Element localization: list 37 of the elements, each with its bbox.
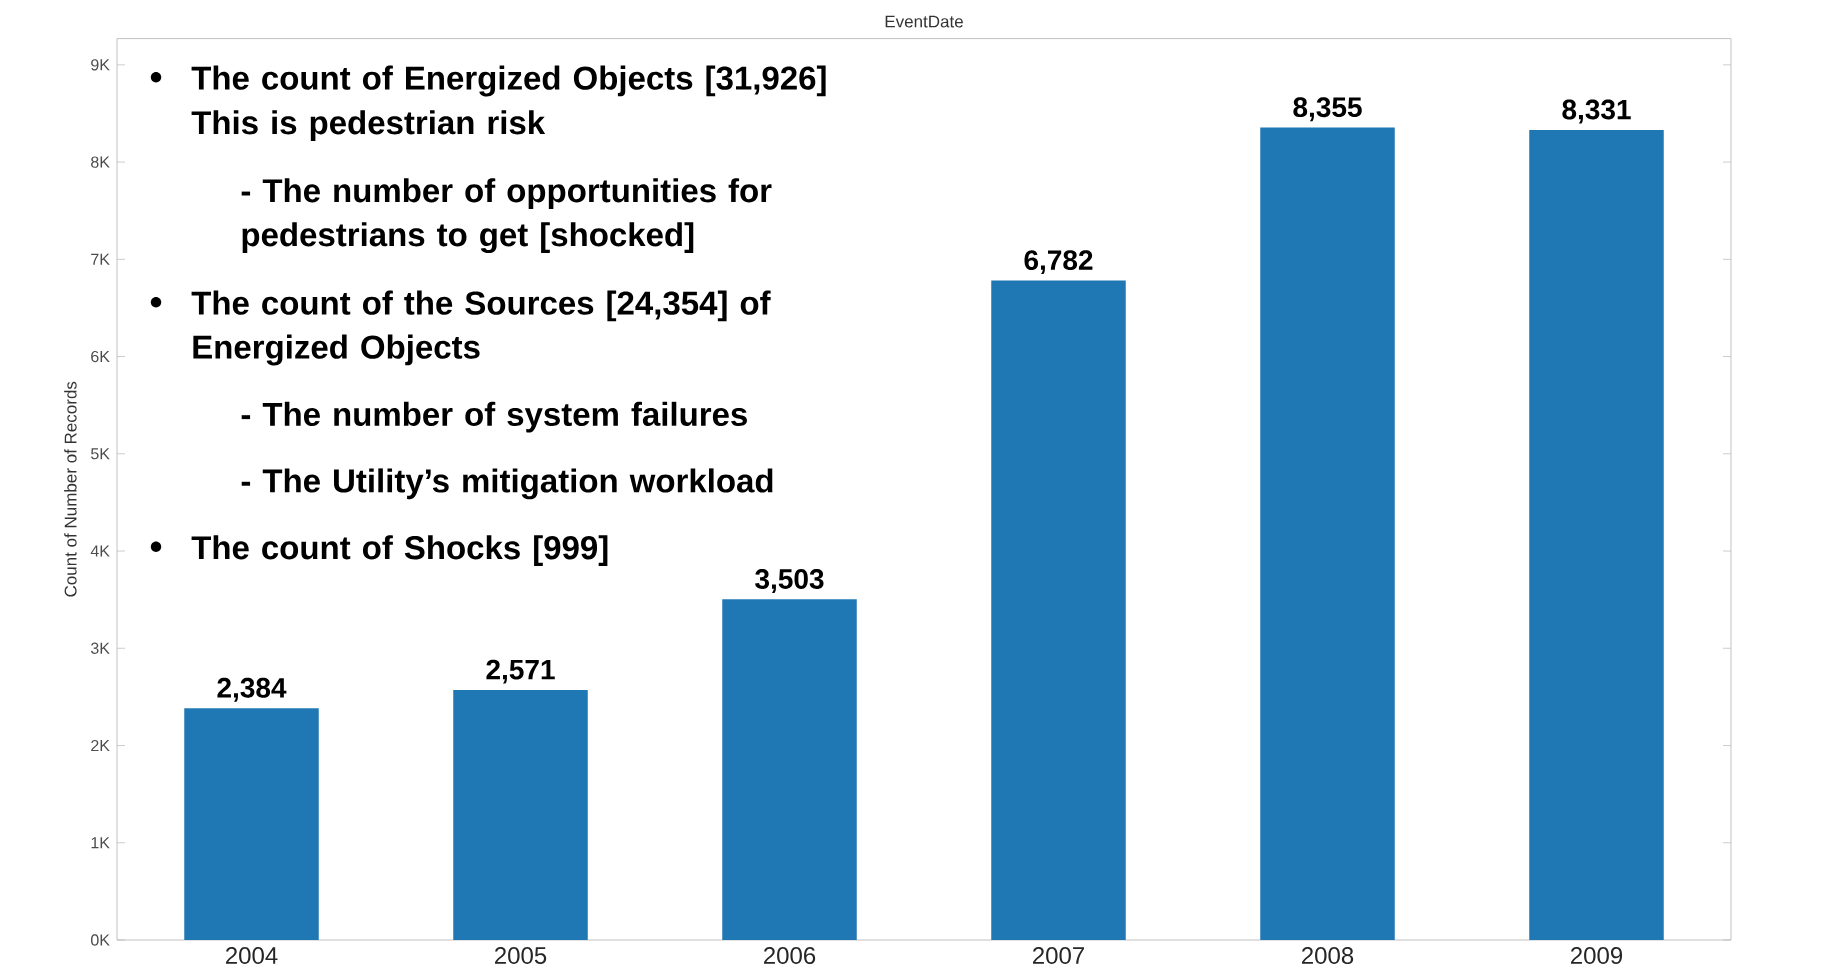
bar	[722, 599, 857, 940]
data-label: 3,503	[755, 569, 824, 593]
bar	[1260, 127, 1395, 940]
bar	[453, 689, 588, 940]
bar	[991, 280, 1126, 940]
y-tick-label: 8K	[91, 156, 110, 168]
x-tick-label: 2005	[495, 947, 547, 965]
bar	[184, 708, 319, 940]
y-tick-label: 0K	[91, 934, 110, 946]
y-tick-label: 9K	[91, 59, 110, 71]
x-tick-label: 2006	[764, 947, 816, 965]
annotation: The count of the Sources [24,354] of Energized Objects	[191, 290, 771, 366]
x-tick-label: 2007	[1033, 947, 1084, 965]
annotation: - The number of opportunities for pedestrians to get [shocked]	[241, 178, 772, 254]
y-tick-label: 5K	[91, 448, 110, 460]
data-label: 8,355	[1293, 97, 1362, 122]
y-tick-label: 7K	[91, 253, 110, 265]
data-label: 8,331	[1562, 99, 1631, 124]
data-label: 2,384	[217, 677, 287, 702]
x-axis-title: EventDate	[885, 15, 963, 28]
x-tick-label: 2004	[226, 947, 278, 965]
x-tick-label: 2009	[1570, 947, 1623, 965]
bar	[1529, 129, 1664, 940]
x-tick-label: 2008	[1302, 947, 1354, 965]
y-axis-title: Count of Number of Records	[64, 381, 77, 597]
y-tick-label: 2K	[91, 739, 110, 752]
y-tick-label: 6K	[91, 350, 110, 363]
annotation: The count of Energized Objects [31,926]	[191, 65, 826, 97]
annotation: This is pedestrian risk	[191, 110, 546, 141]
data-label: 2,571	[486, 659, 555, 684]
data-label: 6,782	[1024, 250, 1093, 275]
annotation: - The number of system failures	[241, 401, 747, 433]
annotation: The count of Shocks [999]	[191, 535, 608, 566]
y-tick-label: 4K	[90, 545, 110, 557]
y-tick-label: 1K	[91, 837, 110, 849]
y-tick-label: 3K	[90, 642, 110, 654]
annotation: - The Utility’s mitigation workload	[241, 468, 773, 500]
